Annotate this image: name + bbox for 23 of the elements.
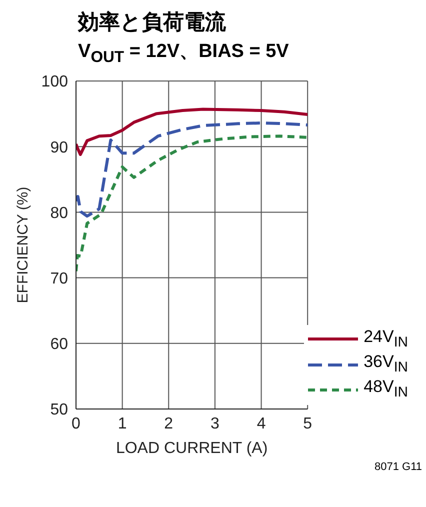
legend-label: 24V$_{IN}$ — [364, 326, 408, 352]
line-series — [76, 134, 308, 273]
y-tick-label: 70 — [50, 270, 68, 288]
x-tick-label: 2 — [164, 415, 174, 432]
legend-label: 36V$_{IN}$ — [364, 352, 408, 378]
x-axis-title: LOAD CURRENT (A) — [116, 440, 268, 457]
y-tick-label: 50 — [50, 401, 68, 418]
y-tick-label: 100 — [41, 73, 68, 90]
x-tick-label: 3 — [210, 415, 220, 432]
line-series — [76, 121, 308, 218]
chart-subtitle: V$_{OUT}$ = 12V、BIAS = 5V — [77, 40, 290, 67]
x-tick-label: 5 — [303, 415, 312, 432]
y-tick-label: 60 — [50, 336, 68, 353]
y-tick-label: 80 — [50, 204, 68, 222]
x-tick-label: 1 — [118, 415, 127, 432]
legend-label: 48V$_{IN}$ — [364, 377, 408, 403]
x-tick-label: 4 — [256, 415, 266, 432]
y-tick-label: 90 — [50, 139, 68, 156]
chart-title: 効率と負荷電流 — [76, 9, 227, 36]
line-series — [76, 108, 308, 156]
text: 8071 G11 — [373, 460, 423, 473]
x-tick-label: 0 — [72, 415, 81, 432]
y-axis-title: EFFICIENCY (%) — [14, 186, 32, 303]
